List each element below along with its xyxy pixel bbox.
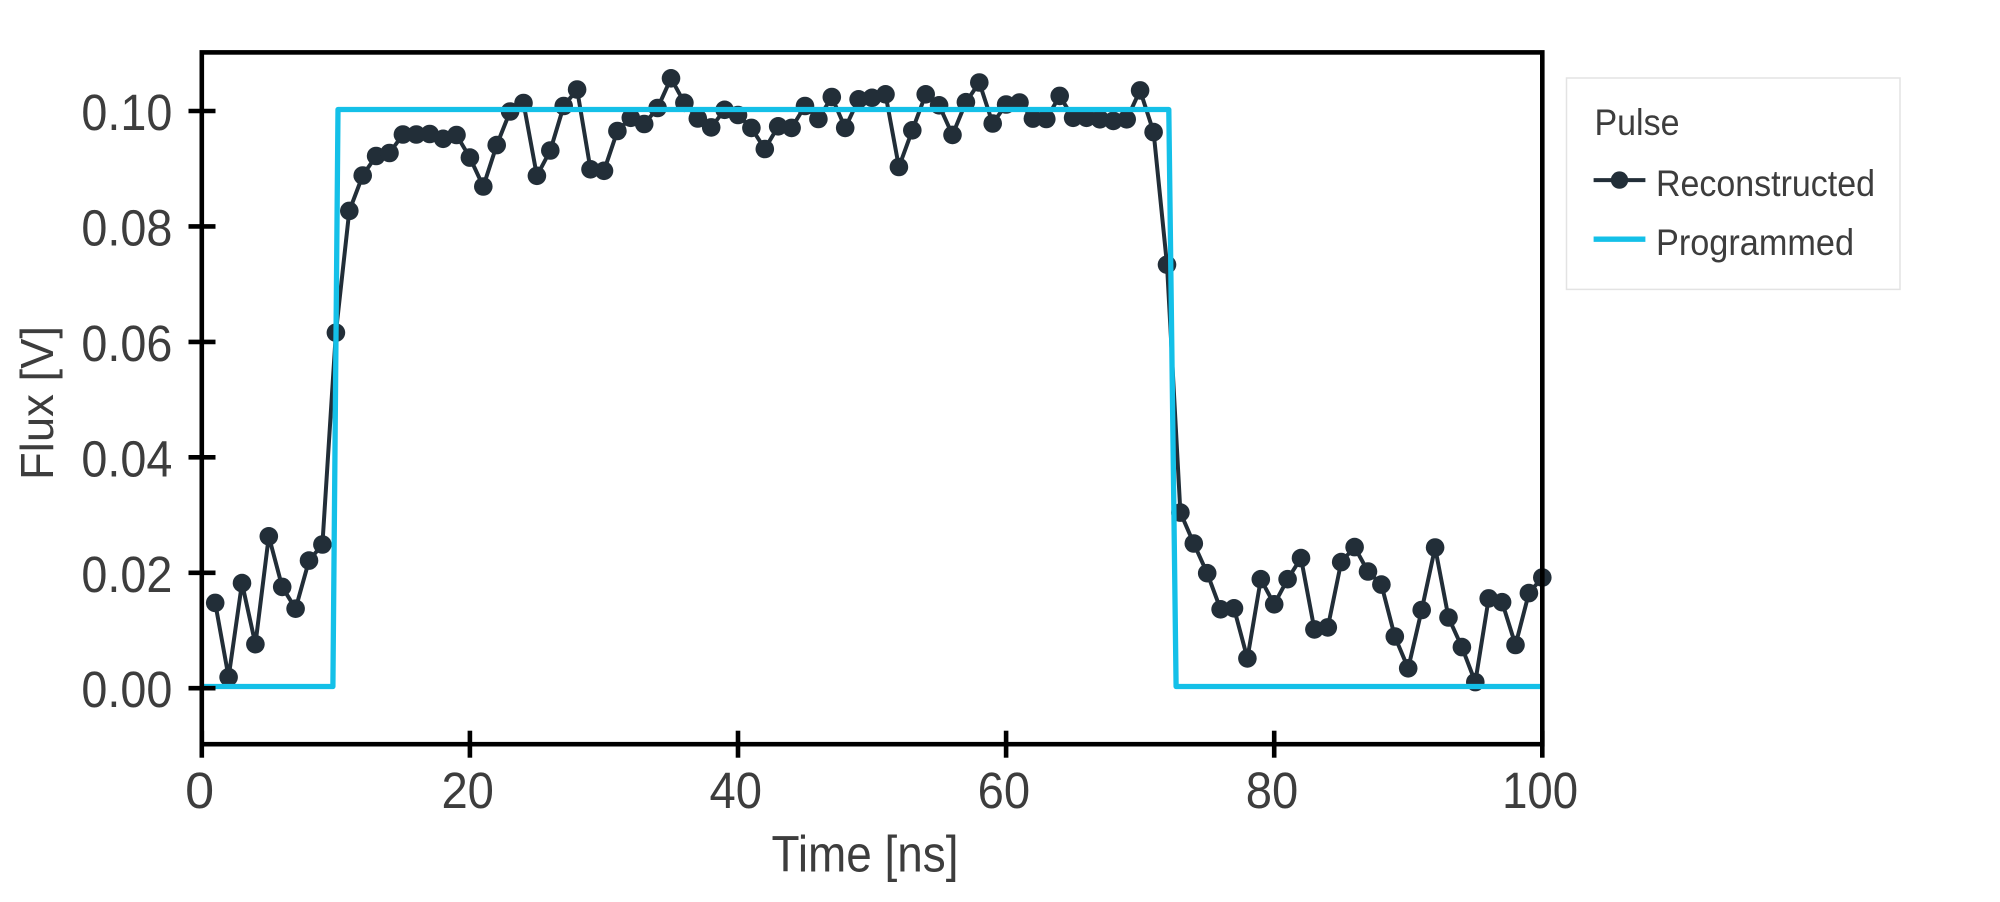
svg-text:Pulse: Pulse [1595, 102, 1680, 143]
svg-text:0.04: 0.04 [81, 430, 172, 487]
svg-text:20: 20 [441, 762, 494, 819]
svg-text:0.06: 0.06 [81, 315, 172, 372]
svg-text:0: 0 [185, 762, 214, 819]
svg-text:100: 100 [1502, 762, 1578, 819]
svg-text:Time [ns]: Time [ns] [772, 825, 959, 882]
svg-text:Reconstructed: Reconstructed [1656, 163, 1875, 204]
svg-text:40: 40 [710, 762, 763, 819]
svg-text:60: 60 [978, 762, 1031, 819]
svg-text:80: 80 [1246, 762, 1299, 819]
svg-text:0.10: 0.10 [81, 84, 172, 141]
svg-text:Flux [V]: Flux [V] [11, 326, 63, 480]
svg-text:0.02: 0.02 [81, 546, 172, 603]
svg-text:Programmed: Programmed [1656, 222, 1854, 263]
svg-text:0.00: 0.00 [81, 661, 172, 718]
svg-text:0.08: 0.08 [81, 199, 172, 256]
